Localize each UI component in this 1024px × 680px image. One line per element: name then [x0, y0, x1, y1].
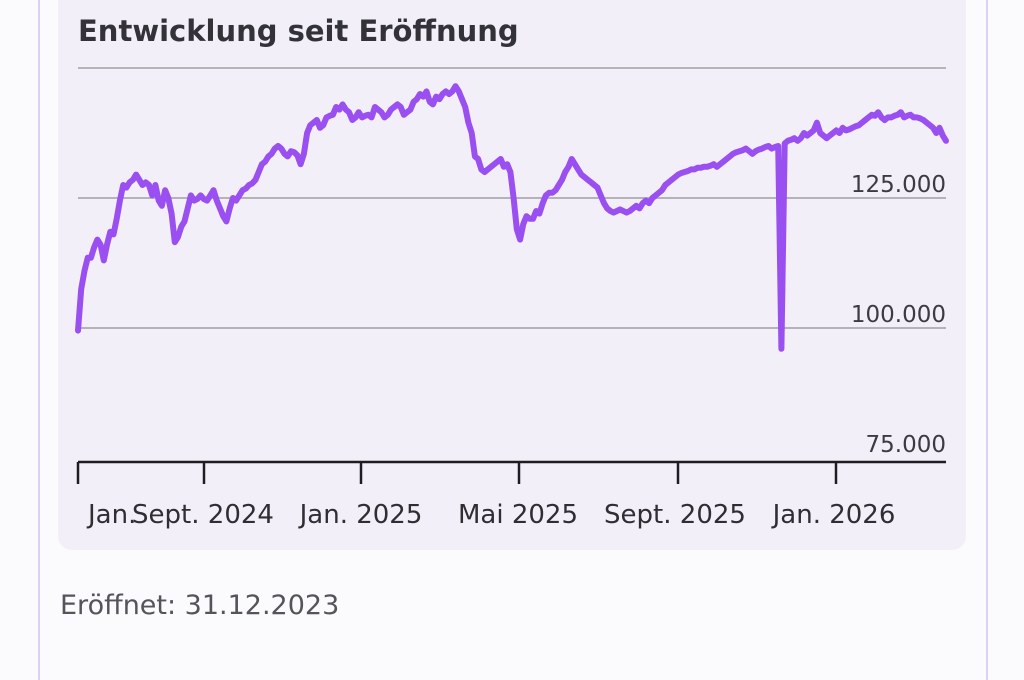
x-tick-label: Jan. — [86, 500, 136, 530]
x-tick-label: Jan. 2025 — [298, 500, 423, 530]
chart-card — [58, 0, 966, 550]
x-tick-label: Sept. 2024 — [132, 500, 274, 530]
y-tick-label: 75.000 — [866, 432, 946, 458]
performance-chart[interactable]: 75.000 100.000 125.000 Jan.Sept. 2024 Jan. … — [0, 0, 1024, 651]
y-tick-label: 125.000 — [851, 172, 946, 198]
opened-date: Eröffnet: 31.12.2023 — [60, 590, 340, 621]
x-tick-label: Jan. 2026 — [771, 500, 896, 530]
series-line — [75, 83, 949, 352]
x-tick-label: Sept. 2025 — [604, 500, 746, 530]
chart-title: Entwicklung seit Eröffnung — [78, 14, 519, 48]
x-tick-label: Mai 2025 — [458, 500, 578, 530]
y-tick-label: 100.000 — [851, 302, 946, 328]
